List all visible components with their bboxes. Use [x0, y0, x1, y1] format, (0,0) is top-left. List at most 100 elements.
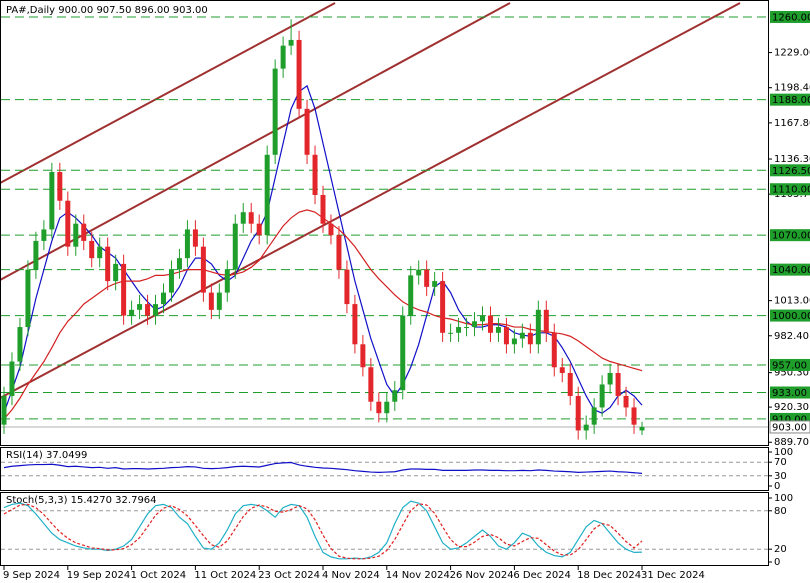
- candle-body: [376, 401, 382, 414]
- candle-body: [511, 338, 517, 345]
- y-tick-label: 30: [774, 471, 787, 482]
- main-plot: [1, 16, 768, 440]
- candle-body: [639, 426, 645, 431]
- x-tick-label: 19 Sep 2024: [67, 570, 130, 581]
- candle-body: [232, 223, 238, 270]
- x-tick-label: 31 Dec 2024: [641, 570, 705, 581]
- candle-body: [368, 367, 374, 402]
- candle-body: [320, 194, 326, 224]
- candle-body: [216, 292, 222, 310]
- channel-line: [1, 2, 741, 399]
- candle-body: [623, 395, 629, 408]
- x-tick-label: 9 Sep 2024: [3, 570, 60, 581]
- y-tick-label: 1136.30: [774, 154, 810, 165]
- level-label: 1188.00: [772, 95, 810, 106]
- candle-body: [240, 212, 246, 224]
- candle-body: [33, 240, 39, 270]
- level-label: 957.00: [772, 360, 807, 371]
- last-price-box: [769, 420, 810, 434]
- candle-body: [344, 269, 350, 305]
- candle-body: [137, 304, 143, 310]
- candle-body: [89, 240, 95, 259]
- y-tick-label: 1229.00: [774, 48, 810, 59]
- candle-body: [9, 361, 15, 396]
- y-tick-label: 1013.00: [774, 296, 810, 307]
- indicator-line: [3, 84, 643, 414]
- level-label: 1110.00: [772, 185, 810, 196]
- candle-body: [312, 154, 318, 195]
- level-label-box: [770, 10, 810, 23]
- candle-body: [113, 263, 119, 282]
- y-tick-label: 982.40: [774, 331, 809, 342]
- candle-body: [416, 269, 422, 276]
- y-tick-label: 1167.80: [774, 118, 810, 129]
- candle-body: [607, 372, 613, 385]
- y-tick-label: 920.30: [774, 402, 809, 413]
- candle-body: [392, 390, 398, 402]
- candle-body: [487, 315, 493, 333]
- candle-body: [129, 309, 135, 316]
- y-tick-label: 889.70: [774, 437, 809, 448]
- x-tick-label: 26 Nov 2024: [450, 570, 514, 581]
- rsi-title: RSI(14) 37.0499: [6, 450, 87, 461]
- candle-body: [1, 395, 7, 425]
- rsi-panel-frame: [0, 447, 769, 491]
- candle-body: [121, 263, 127, 316]
- candle-body: [408, 275, 414, 316]
- candle-body: [41, 229, 47, 241]
- stoch-title: Stoch(5,3,3) 15.4270 32.7964: [6, 495, 157, 506]
- x-tick-label: 6 Dec 2024: [513, 570, 571, 581]
- stoch-panel-frame: [0, 492, 769, 566]
- candle-body: [304, 108, 310, 155]
- level-label-box: [770, 309, 810, 322]
- candle-body: [519, 332, 525, 339]
- main-title: PA#,Daily 900.00 907.50 896.00 903.00: [6, 5, 208, 16]
- candle-body: [81, 223, 87, 241]
- candle-body: [535, 309, 541, 345]
- candle-body: [360, 344, 366, 368]
- level-label: 1126.50: [772, 166, 810, 177]
- y-tick-label: 1198.40: [774, 83, 810, 94]
- candle-body: [543, 309, 549, 333]
- x-tick-label: 14 Nov 2024: [386, 570, 450, 581]
- candle-body: [384, 401, 390, 414]
- candle-body: [527, 332, 533, 345]
- level-label-box: [770, 263, 810, 276]
- level-label: 1260.00: [772, 12, 810, 23]
- level-label: 910.00: [772, 414, 807, 425]
- candle-body: [153, 304, 159, 316]
- candle-body: [192, 229, 198, 247]
- level-label-box: [770, 358, 810, 371]
- candle-body: [176, 258, 182, 270]
- candle-body: [328, 223, 334, 236]
- y-tick-label: 100: [774, 447, 793, 458]
- candle-body: [296, 39, 302, 109]
- candle-body: [440, 281, 446, 333]
- candle-body: [615, 372, 621, 396]
- candle-body: [161, 292, 166, 305]
- candle-body: [256, 223, 262, 236]
- candle-body: [495, 327, 501, 333]
- candle-body: [567, 372, 573, 396]
- candle-body: [336, 235, 342, 270]
- candle-body: [97, 246, 103, 259]
- y-tick-label: 80: [774, 506, 787, 517]
- last-price-label: 903.00: [772, 422, 807, 433]
- level-label: 1000.00: [772, 311, 810, 322]
- candle-body: [184, 229, 190, 259]
- y-tick-label: 950.30: [774, 368, 809, 379]
- level-label-box: [770, 386, 810, 399]
- candle-body: [432, 281, 438, 287]
- candle-body: [448, 332, 454, 334]
- candle-body: [575, 395, 581, 431]
- candle-body: [599, 384, 605, 408]
- candle-body: [200, 246, 206, 293]
- candle-body: [456, 327, 462, 333]
- candle-body: [73, 223, 79, 247]
- x-tick-label: 4 Nov 2024: [322, 570, 380, 581]
- candle-body: [503, 327, 509, 345]
- main-panel-frame: [0, 0, 769, 446]
- candle-body: [208, 292, 214, 310]
